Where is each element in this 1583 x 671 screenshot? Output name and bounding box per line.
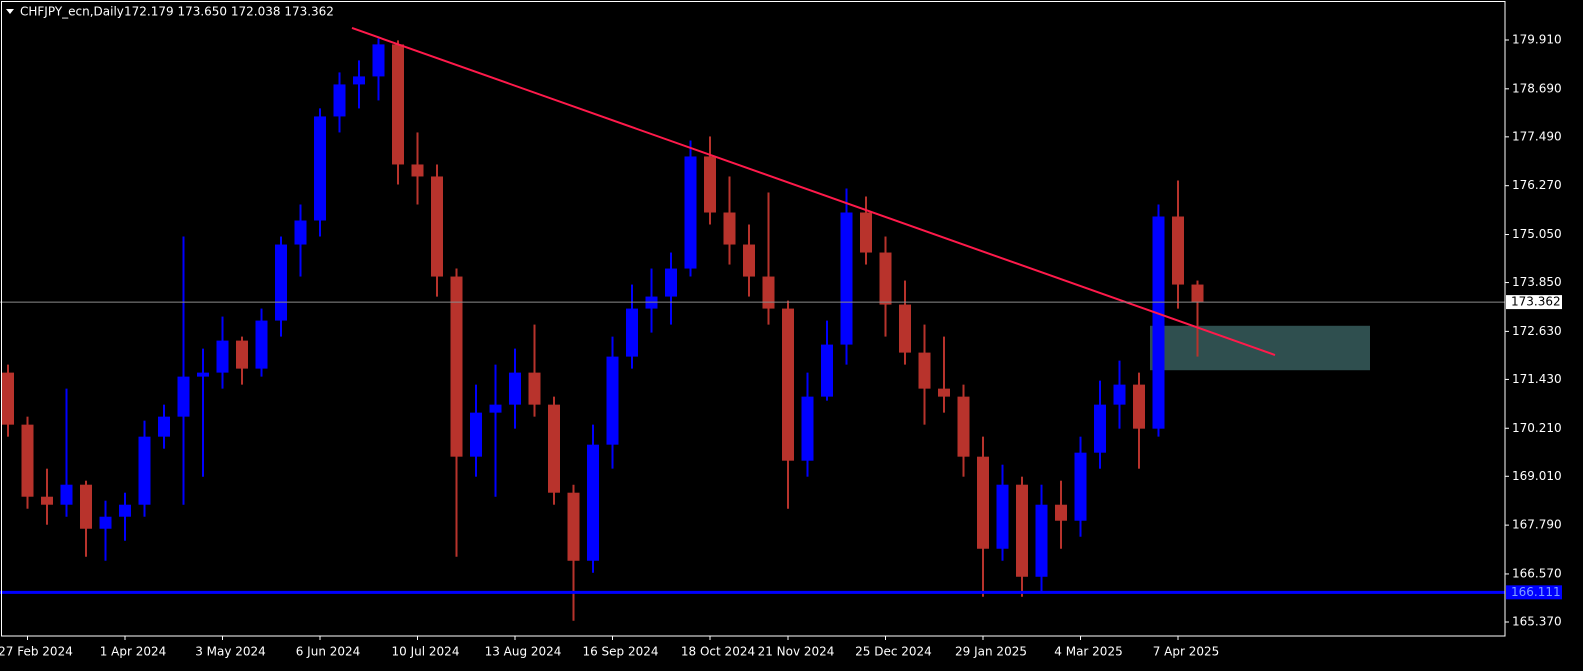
candle-body xyxy=(899,304,911,353)
candle-body xyxy=(314,116,326,221)
x-tick-label: 3 May 2024 xyxy=(195,645,266,659)
candle-body xyxy=(1133,384,1145,429)
candle-body xyxy=(80,484,92,529)
zone xyxy=(1150,325,1370,371)
candle-body xyxy=(509,372,521,405)
candle-body xyxy=(684,156,697,269)
candle-body xyxy=(957,396,970,457)
candle-body xyxy=(197,372,209,377)
x-tick-label: 21 Nov 2024 xyxy=(758,645,835,659)
y-tick-label: 179.910 xyxy=(1512,32,1562,46)
x-tick-label: 4 Mar 2025 xyxy=(1054,645,1122,659)
y-tick-label: 166.570 xyxy=(1512,566,1562,580)
candle-body xyxy=(996,484,1009,549)
quote: 172.179 173.650 172.038 173.362 xyxy=(124,5,334,19)
x-tick-label: 13 Aug 2024 xyxy=(485,645,562,659)
current-price-box xyxy=(1506,295,1562,310)
candle-body xyxy=(294,220,307,245)
x-tick-label: 16 Sep 2024 xyxy=(582,645,658,659)
candle-body xyxy=(411,164,424,177)
candle-body xyxy=(158,416,170,437)
candle-body xyxy=(489,404,502,413)
candle-body xyxy=(665,268,677,297)
candle-body xyxy=(236,340,248,369)
candle-body xyxy=(1016,484,1028,577)
candle-body xyxy=(918,352,931,389)
trendline xyxy=(351,27,1276,356)
candle-body xyxy=(138,436,151,505)
y-tick-label: 171.430 xyxy=(1512,372,1562,386)
candle-body xyxy=(528,372,541,405)
candle-body xyxy=(353,76,365,85)
candle-body xyxy=(782,308,794,461)
candle-body xyxy=(548,404,560,493)
candle-body xyxy=(1074,452,1087,521)
candle-body xyxy=(762,276,775,309)
candle-body xyxy=(450,276,463,457)
y-tick-label: 167.790 xyxy=(1512,518,1562,532)
candle-body xyxy=(1152,216,1165,429)
candle-body xyxy=(1094,404,1106,453)
current-price-label: 173.362 xyxy=(1511,295,1561,309)
candle-body xyxy=(1055,504,1067,521)
candle-body xyxy=(177,376,190,417)
candle-body xyxy=(21,424,34,497)
x-tick-label: 1 Apr 2024 xyxy=(100,645,167,659)
candle-body xyxy=(470,412,482,457)
candle-body xyxy=(821,344,833,397)
x-tick-label: 27 Feb 2024 xyxy=(0,645,73,659)
candle-body xyxy=(392,44,404,165)
candle-body xyxy=(1035,504,1048,577)
x-tick-label: 10 Jul 2024 xyxy=(392,645,460,659)
candle-body xyxy=(840,212,853,345)
candle-body xyxy=(275,244,287,321)
candle-body xyxy=(431,176,443,277)
candle-body xyxy=(1172,216,1184,285)
y-tick-label: 177.490 xyxy=(1512,129,1562,143)
x-tick-label: 29 Jan 2025 xyxy=(955,645,1027,659)
y-tick-label: 165.370 xyxy=(1512,614,1562,628)
candle-body xyxy=(587,444,599,561)
x-tick-label: 7 Apr 2025 xyxy=(1153,645,1220,659)
candle-body xyxy=(1113,384,1126,405)
candle-body xyxy=(1191,284,1204,303)
y-tick-label: 176.270 xyxy=(1512,178,1562,192)
x-tick-label: 6 Jun 2024 xyxy=(296,645,361,659)
y-tick-label: 172.630 xyxy=(1512,324,1562,338)
y-tick-label: 173.850 xyxy=(1512,275,1562,289)
y-tick-label: 178.690 xyxy=(1512,81,1562,95)
candle-body xyxy=(977,456,989,549)
plot-frame xyxy=(1,1,1506,637)
candle-body xyxy=(60,484,73,505)
candle-body xyxy=(372,44,385,77)
candle-body xyxy=(704,156,716,213)
candle-body xyxy=(2,372,14,425)
candle-body xyxy=(626,308,638,357)
candle-body xyxy=(255,320,268,369)
y-tick-label: 169.010 xyxy=(1512,469,1562,483)
support-label: 166.111 xyxy=(1511,585,1561,599)
candle-body xyxy=(938,388,950,397)
x-tick-label: 25 Dec 2024 xyxy=(855,645,932,659)
candle-body xyxy=(879,252,892,305)
x-tick-label: 18 Oct 2024 xyxy=(681,645,755,659)
candle-body xyxy=(333,84,346,117)
support-box xyxy=(1506,585,1562,600)
candle-body xyxy=(119,504,131,517)
candle-body xyxy=(41,496,53,505)
candle-body xyxy=(743,244,755,277)
candle-body xyxy=(606,356,619,445)
y-tick-label: 170.210 xyxy=(1512,421,1562,435)
candle-body xyxy=(723,212,736,245)
y-tick-label: 175.050 xyxy=(1512,227,1562,241)
chart-title: CHFJPY_ecn,Daily xyxy=(20,5,124,19)
candle-body xyxy=(216,340,229,373)
menu-arrow xyxy=(6,9,14,14)
candle-body xyxy=(99,516,112,529)
candle-body xyxy=(567,492,580,561)
candle-body xyxy=(801,396,814,461)
candle-body xyxy=(860,212,872,253)
